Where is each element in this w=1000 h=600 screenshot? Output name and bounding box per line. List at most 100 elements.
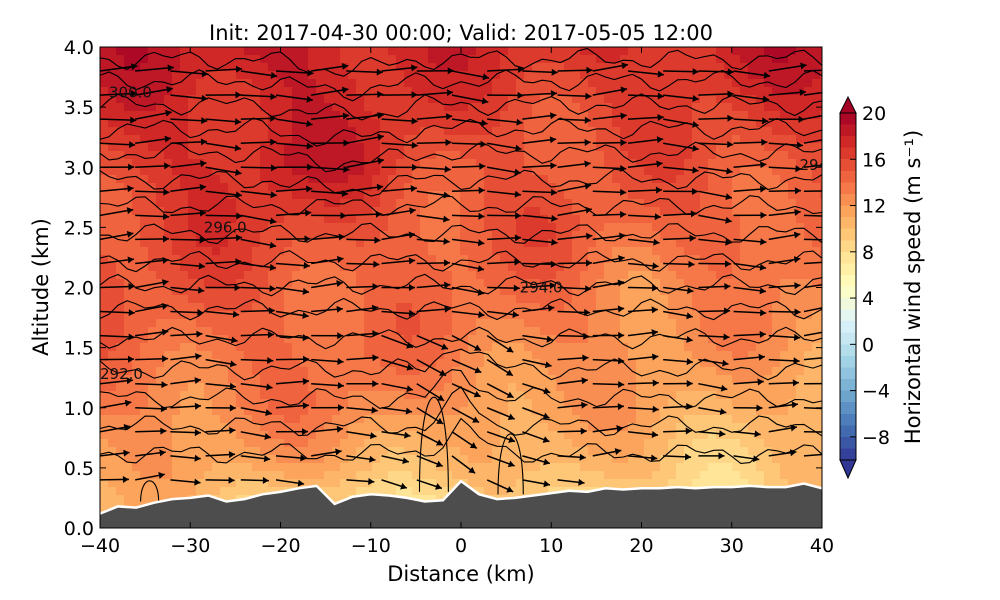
- heat-cell: [788, 167, 797, 176]
- heat-cell: [524, 223, 533, 232]
- heat-cell: [292, 183, 301, 192]
- heat-cell: [820, 319, 822, 328]
- heat-cell: [348, 263, 357, 272]
- heat-cell: [708, 367, 717, 376]
- heat-cell: [596, 159, 605, 168]
- heat-cell: [580, 471, 589, 480]
- heat-cell: [228, 319, 237, 328]
- heat-cell: [716, 455, 725, 464]
- heat-cell: [396, 143, 405, 152]
- heat-cell: [644, 439, 653, 448]
- heat-cell: [404, 327, 413, 336]
- heat-cell: [796, 71, 805, 80]
- heat-cell: [612, 343, 621, 352]
- heat-cell: [308, 479, 317, 488]
- heat-cell: [812, 71, 821, 80]
- heat-cell: [140, 103, 149, 112]
- heat-cell: [212, 319, 221, 328]
- heat-cell: [292, 375, 301, 384]
- heat-cell: [732, 183, 741, 192]
- heat-cell: [396, 463, 405, 472]
- heat-cell: [796, 471, 805, 480]
- heat-cell: [412, 199, 421, 208]
- heat-cell: [380, 143, 389, 152]
- heat-cell: [468, 119, 477, 128]
- heat-cell: [708, 327, 717, 336]
- heat-cell: [644, 375, 653, 384]
- heat-cell: [708, 223, 717, 232]
- heat-cell: [172, 471, 181, 480]
- heat-cell: [532, 167, 541, 176]
- heat-cell: [708, 351, 717, 360]
- heat-cell: [484, 431, 493, 440]
- heat-cell: [612, 47, 621, 56]
- heat-cell: [324, 255, 333, 264]
- heat-cell: [132, 471, 141, 480]
- heat-cell: [636, 327, 645, 336]
- heat-cell: [212, 351, 221, 360]
- heat-cell: [748, 223, 757, 232]
- heat-cell: [532, 199, 541, 208]
- heat-cell: [244, 63, 253, 72]
- heat-cell: [548, 127, 557, 136]
- heat-cell: [804, 447, 813, 456]
- heat-cell: [428, 111, 437, 120]
- heat-cell: [380, 175, 389, 184]
- heat-cell: [580, 127, 589, 136]
- heat-cell: [540, 103, 549, 112]
- heat-cell: [204, 327, 213, 336]
- heat-cell: [820, 47, 822, 56]
- heat-cell: [556, 127, 565, 136]
- heat-cell: [148, 55, 157, 64]
- heat-cell: [660, 79, 669, 88]
- heat-cell: [540, 359, 549, 368]
- heat-cell: [236, 423, 245, 432]
- heat-cell: [596, 87, 605, 96]
- heat-cell: [268, 223, 277, 232]
- heat-cell: [740, 255, 749, 264]
- heat-cell: [460, 71, 469, 80]
- heat-cell: [428, 287, 437, 296]
- heat-cell: [436, 71, 445, 80]
- heat-cell: [172, 279, 181, 288]
- heat-cell: [564, 351, 573, 360]
- heat-cell: [324, 303, 333, 312]
- heat-cell: [492, 191, 501, 200]
- heat-cell: [420, 175, 429, 184]
- heat-cell: [260, 175, 269, 184]
- heat-cell: [268, 415, 277, 424]
- heat-cell: [236, 431, 245, 440]
- heat-cell: [804, 127, 813, 136]
- heat-cell: [772, 151, 781, 160]
- heat-cell: [540, 239, 549, 248]
- heat-cell: [260, 95, 269, 104]
- heat-cell: [492, 79, 501, 88]
- heat-cell: [748, 463, 757, 472]
- heat-cell: [140, 271, 149, 280]
- heat-cell: [732, 367, 741, 376]
- heat-cell: [380, 191, 389, 200]
- heat-cell: [772, 439, 781, 448]
- heat-cell: [772, 407, 781, 416]
- heat-cell: [676, 151, 685, 160]
- heat-cell: [332, 167, 341, 176]
- heat-cell: [316, 79, 325, 88]
- heat-cell: [476, 463, 485, 472]
- heat-cell: [124, 463, 133, 472]
- heat-cell: [420, 263, 429, 272]
- heat-cell: [412, 223, 421, 232]
- heat-cell: [516, 423, 525, 432]
- heat-cell: [732, 303, 741, 312]
- heat-cell: [812, 111, 821, 120]
- heat-cell: [676, 55, 685, 64]
- heat-cell: [132, 407, 141, 416]
- heat-cell: [388, 63, 397, 72]
- heat-cell: [180, 215, 189, 224]
- heat-cell: [300, 103, 309, 112]
- heat-cell: [772, 175, 781, 184]
- heat-cell: [356, 239, 365, 248]
- heat-cell: [356, 407, 365, 416]
- heat-cell: [204, 103, 213, 112]
- heat-cell: [604, 423, 613, 432]
- heat-cell: [444, 279, 453, 288]
